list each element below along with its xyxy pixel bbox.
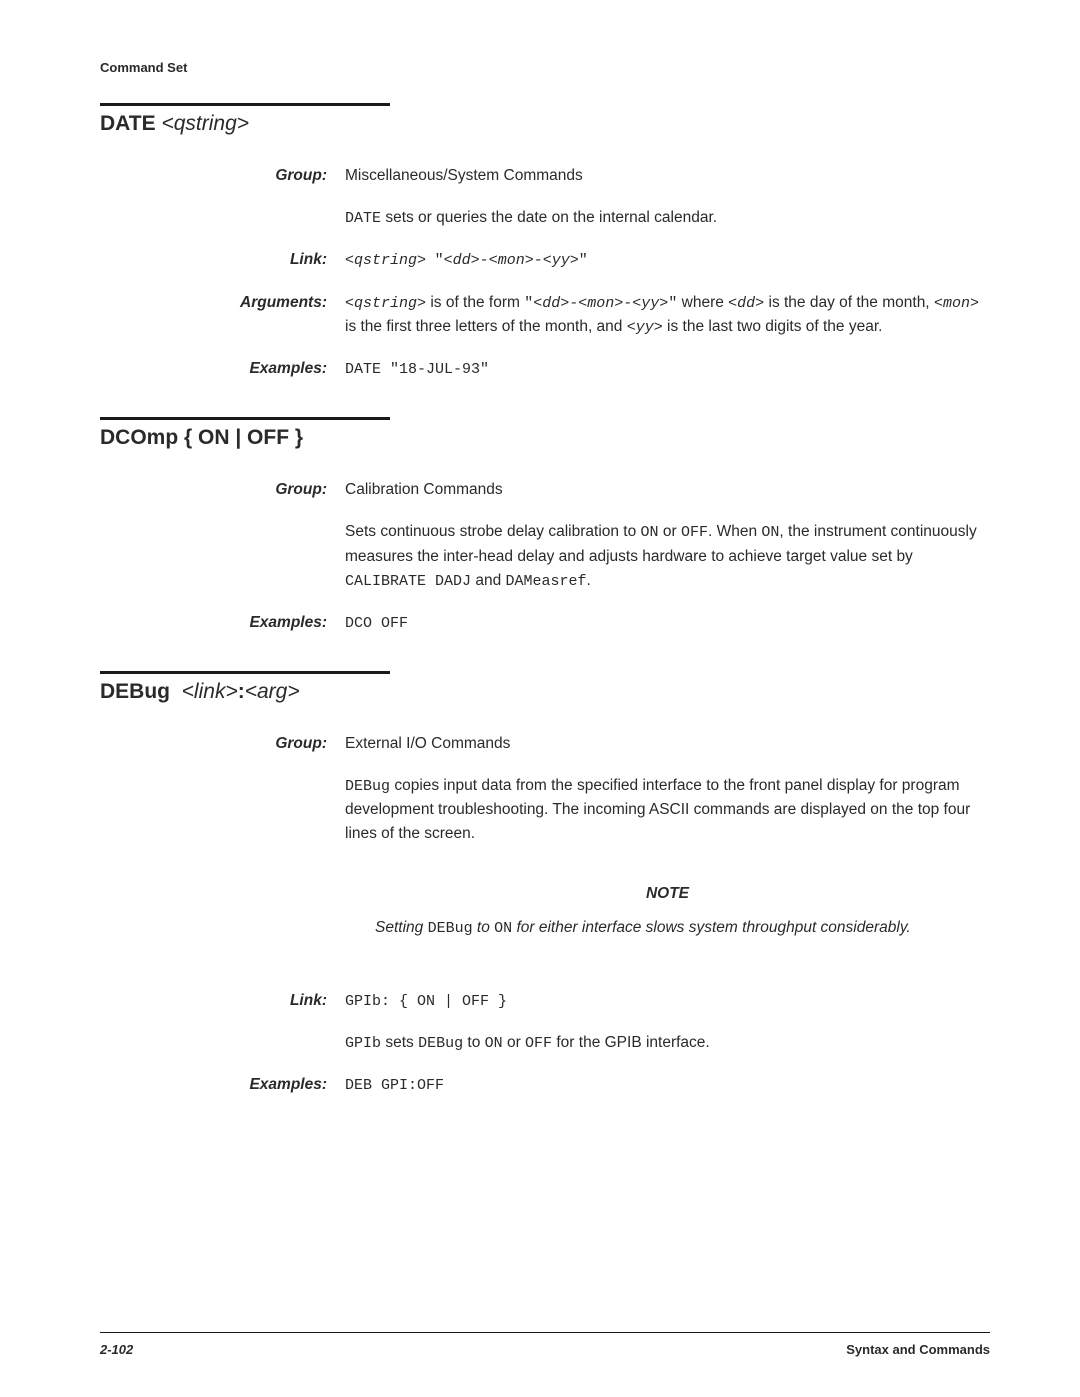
row-label: Examples: [100, 1073, 345, 1097]
section-rule [100, 103, 390, 106]
field-row: Examples:DATE "18-JUL-93" [100, 357, 990, 381]
row-label [100, 1031, 345, 1055]
row-value: <qstring> is of the form "<dd>-<mon>-<yy… [345, 291, 990, 340]
page-header: Command Set [100, 60, 990, 75]
row-label: Link: [100, 989, 345, 1013]
field-row: Examples:DCO OFF [100, 611, 990, 635]
row-label: Examples: [100, 611, 345, 635]
header-title: Command Set [100, 60, 187, 75]
field-row: Link:GPIb: { ON | OFF } [100, 989, 990, 1013]
note-body: Setting DEBug to ON for either interface… [345, 916, 990, 941]
field-row: GPIb sets DEBug to ON or OFF for the GPI… [100, 1031, 990, 1055]
field-row: Sets continuous strobe delay calibration… [100, 520, 990, 593]
footer-right: Syntax and Commands [846, 1342, 990, 1357]
row-value: Sets continuous strobe delay calibration… [345, 520, 990, 593]
row-label: Examples: [100, 357, 345, 381]
row-value: DCO OFF [345, 611, 990, 635]
command-section: DATE <qstring> Group:Miscellaneous/System… [100, 103, 990, 381]
row-label [100, 864, 345, 941]
note-row: NOTE Setting DEBug to ON for either inter… [100, 864, 990, 941]
command-section: DCOmp { ON | OFF } Group:Calibration Comm… [100, 417, 990, 635]
row-value: GPIb: { ON | OFF } [345, 989, 990, 1013]
row-value: DATE sets or queries the date on the int… [345, 206, 990, 230]
row-value: External I/O Commands [345, 732, 990, 756]
field-row: Group:External I/O Commands [100, 732, 990, 756]
row-label [100, 206, 345, 230]
note-heading: NOTE [345, 882, 990, 906]
field-row: Group:Miscellaneous/System Commands [100, 164, 990, 188]
field-row: Link:<qstring> "<dd>-<mon>-<yy>" [100, 248, 990, 272]
row-value: GPIb sets DEBug to ON or OFF for the GPI… [345, 1031, 990, 1055]
field-row: DEBug copies input data from the specifi… [100, 774, 990, 846]
row-label: Group: [100, 732, 345, 756]
command-title: DCOmp { ON | OFF } [100, 426, 990, 450]
command-title: DEBug <link>:<arg> [100, 680, 990, 704]
field-row: Examples:DEB GPI:OFF [100, 1073, 990, 1097]
row-value: Miscellaneous/System Commands [345, 164, 990, 188]
note-block: NOTE Setting DEBug to ON for either inter… [345, 864, 990, 941]
page-number: 2-102 [100, 1342, 133, 1357]
field-row: Group:Calibration Commands [100, 478, 990, 502]
command-title: DATE <qstring> [100, 112, 990, 136]
row-value: DATE "18-JUL-93" [345, 357, 990, 381]
row-value: DEB GPI:OFF [345, 1073, 990, 1097]
row-value: DEBug copies input data from the specifi… [345, 774, 990, 846]
row-value: Calibration Commands [345, 478, 990, 502]
row-value: <qstring> "<dd>-<mon>-<yy>" [345, 248, 990, 272]
section-rule [100, 671, 390, 674]
row-label: Link: [100, 248, 345, 272]
row-label: Group: [100, 478, 345, 502]
row-label [100, 774, 345, 846]
field-row: Arguments:<qstring> is of the form "<dd>… [100, 291, 990, 340]
row-label: Arguments: [100, 291, 345, 340]
command-section: DEBug <link>:<arg> Group:External I/O Com… [100, 671, 990, 1098]
section-rule [100, 417, 390, 420]
row-label [100, 520, 345, 593]
row-label: Group: [100, 164, 345, 188]
field-row: DATE sets or queries the date on the int… [100, 206, 990, 230]
